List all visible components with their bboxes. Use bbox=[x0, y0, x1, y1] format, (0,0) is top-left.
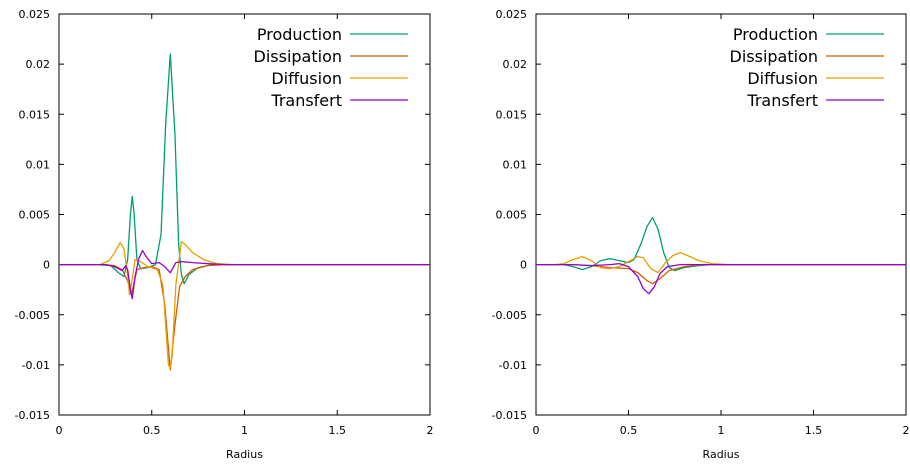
y-tick-label: 0.02 bbox=[26, 58, 51, 71]
y-tick-label: 0.025 bbox=[496, 8, 528, 21]
y-tick-label: 0.015 bbox=[496, 108, 528, 121]
x-tick-label: 1 bbox=[241, 424, 248, 437]
legend-label-production: Production bbox=[257, 25, 342, 44]
y-tick-label: 0.01 bbox=[503, 158, 528, 171]
x-tick-label: 1.5 bbox=[805, 424, 823, 437]
y-tick-label: 0 bbox=[520, 259, 527, 272]
legend-label-transfert: Transfert bbox=[270, 91, 342, 110]
y-tick-label: -0.015 bbox=[492, 409, 527, 422]
y-tick-label: 0.005 bbox=[19, 209, 51, 222]
chart-panel-2: 0 0.5 1 1.5 2 -0.015 -0.01 -0.005 0 0.005 0.01 0.01… bbox=[492, 8, 910, 461]
x-tick-label: 0 bbox=[533, 424, 540, 437]
plot-frame bbox=[58, 13, 431, 416]
series-line-production bbox=[536, 216, 906, 272]
x-tick-label: 1.5 bbox=[329, 424, 347, 437]
legend-label-transfert: Transfert bbox=[746, 91, 818, 110]
x-tick-label: 0.5 bbox=[620, 424, 638, 437]
series-line-transfert bbox=[536, 262, 906, 295]
y-tick-label: 0 bbox=[43, 259, 50, 272]
chart-panel-1: 0 0.5 1 1.5 2 -0.015 -0.01 -0.005 0 0.005 0.01 0.01… bbox=[15, 8, 434, 461]
y-tick-label: -0.01 bbox=[499, 359, 527, 372]
x-tick-label: 0 bbox=[56, 424, 63, 437]
x-tick-label: 2 bbox=[903, 424, 910, 437]
y-tick-label: 0.005 bbox=[496, 209, 528, 222]
y-tick-label: 0.025 bbox=[19, 8, 51, 21]
x-tick-label: 2 bbox=[427, 424, 434, 437]
plot-frame bbox=[535, 13, 907, 416]
series-line-transfert bbox=[59, 249, 430, 300]
y-tick-label: -0.015 bbox=[15, 409, 50, 422]
series-line-dissipation bbox=[536, 263, 906, 285]
series-line-production bbox=[59, 53, 430, 285]
series-line-diffusion bbox=[59, 240, 430, 369]
y-tick-label: 0.02 bbox=[503, 58, 528, 71]
x-axis-title: Radius bbox=[226, 448, 263, 461]
legend-label-diffusion: Diffusion bbox=[271, 69, 342, 88]
legend-label-dissipation: Dissipation bbox=[254, 47, 343, 66]
legend-label-production: Production bbox=[733, 25, 818, 44]
legend-label-dissipation: Dissipation bbox=[730, 47, 819, 66]
x-tick-label: 1 bbox=[718, 424, 725, 437]
y-tick-label: 0.01 bbox=[26, 158, 51, 171]
y-tick-label: -0.01 bbox=[22, 359, 50, 372]
legend-label-diffusion: Diffusion bbox=[747, 69, 818, 88]
y-tick-label: -0.005 bbox=[492, 309, 527, 322]
y-tick-label: -0.005 bbox=[15, 309, 50, 322]
series-line-dissipation bbox=[59, 263, 430, 371]
series-line-diffusion bbox=[536, 251, 906, 274]
x-axis-title: Radius bbox=[703, 448, 740, 461]
y-tick-label: 0.015 bbox=[19, 108, 51, 121]
x-tick-label: 0.5 bbox=[143, 424, 161, 437]
